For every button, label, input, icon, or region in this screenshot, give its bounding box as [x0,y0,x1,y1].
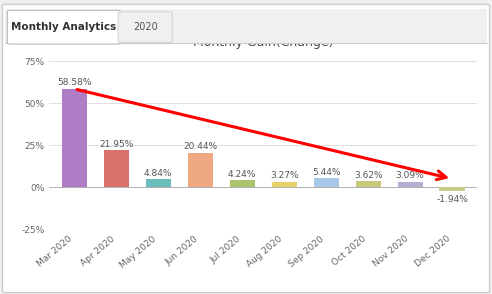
Text: 4.84%: 4.84% [144,168,173,178]
Bar [313,178,339,187]
Text: 58.58%: 58.58% [57,78,92,87]
Text: 3.09%: 3.09% [396,171,425,181]
Text: 4.24%: 4.24% [228,170,256,178]
Bar [230,180,255,187]
Bar [104,151,129,187]
Text: 2020: 2020 [133,22,157,32]
Text: 3.27%: 3.27% [270,171,299,180]
Bar [398,182,423,187]
Bar [187,153,213,187]
Bar [356,181,381,187]
Text: 20.44%: 20.44% [183,142,217,151]
Bar [439,187,464,191]
Text: 3.62%: 3.62% [354,171,382,180]
Text: 21.95%: 21.95% [99,140,133,149]
Bar [146,179,171,187]
Bar [62,89,87,187]
Title: Monthly Gain(Change): Monthly Gain(Change) [193,36,334,49]
Text: -1.94%: -1.94% [436,195,468,204]
Bar [272,182,297,187]
Text: 5.44%: 5.44% [312,168,340,176]
Text: Monthly Analytics: Monthly Analytics [11,22,117,32]
